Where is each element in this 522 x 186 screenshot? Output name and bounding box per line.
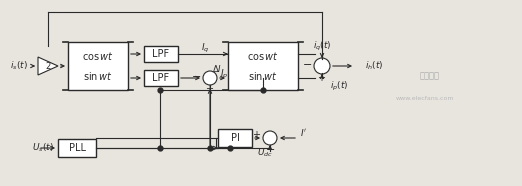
Text: www.elecfans.com: www.elecfans.com <box>396 95 454 100</box>
Text: $i_h(t)$: $i_h(t)$ <box>365 60 384 72</box>
Text: $-$: $-$ <box>191 70 201 80</box>
Text: $\sin wt$: $\sin wt$ <box>83 70 113 82</box>
Text: $i_q(t)$: $i_q(t)$ <box>313 39 331 53</box>
Text: $I'$: $I'$ <box>300 126 307 137</box>
Text: $U_{dc}$: $U_{dc}$ <box>257 147 273 159</box>
Text: PI: PI <box>231 133 240 143</box>
Text: PLL: PLL <box>68 143 86 153</box>
Text: $+$: $+$ <box>317 71 327 83</box>
Text: $\Delta I$: $\Delta I$ <box>212 62 222 73</box>
Polygon shape <box>38 57 58 75</box>
Text: $\cos wt$: $\cos wt$ <box>82 50 114 62</box>
Bar <box>58 139 96 157</box>
Text: $-$: $-$ <box>302 58 312 68</box>
Text: $+$: $+$ <box>206 83 215 94</box>
Bar <box>144 70 178 86</box>
Text: $i_p(t)$: $i_p(t)$ <box>330 79 349 93</box>
Text: $I_q$: $I_q$ <box>201 41 209 54</box>
Bar <box>144 46 178 62</box>
Text: 电子技术: 电子技术 <box>420 71 440 81</box>
Text: $I_p$: $I_p$ <box>220 68 229 81</box>
Circle shape <box>203 71 217 85</box>
Text: 2: 2 <box>45 62 51 70</box>
Bar <box>228 42 298 90</box>
Text: $+$: $+$ <box>252 129 261 140</box>
Text: $U_s(t)$: $U_s(t)$ <box>32 142 54 154</box>
Bar <box>68 42 128 90</box>
Text: $i_s(t)$: $i_s(t)$ <box>10 60 28 72</box>
Text: LPF: LPF <box>152 49 170 59</box>
Text: $\cos wt$: $\cos wt$ <box>247 50 279 62</box>
Text: $\sin wt$: $\sin wt$ <box>248 70 278 82</box>
Circle shape <box>263 131 277 145</box>
Text: $-$: $-$ <box>265 143 275 153</box>
Text: LPF: LPF <box>152 73 170 83</box>
Circle shape <box>314 58 330 74</box>
Bar <box>218 129 252 147</box>
